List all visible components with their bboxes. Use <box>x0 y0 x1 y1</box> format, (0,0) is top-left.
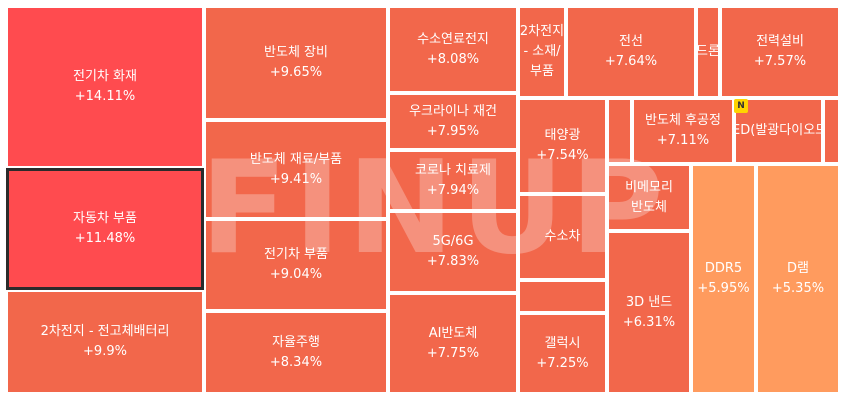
tile-dram[interactable]: D램 +5.35% <box>756 164 840 394</box>
tile-name: 전기차 화재 <box>73 69 137 84</box>
tile-change: +14.11% <box>74 89 136 104</box>
tile-galaxy[interactable]: 갤럭시 +7.25% <box>518 313 607 394</box>
tile-ev-fire[interactable]: 전기차 화재 +14.11% <box>6 6 204 168</box>
tile-autonomous-driving[interactable]: 자율주행 +8.34% <box>204 311 388 394</box>
tile-hydrogen-car[interactable]: 수소차 <box>518 194 607 280</box>
tile-name: 코로나 치료제 <box>415 162 491 178</box>
tile-covid-treatment[interactable]: 코로나 치료제 +7.94% <box>388 150 518 211</box>
tile-cable[interactable]: 전선 +7.64% <box>566 6 696 98</box>
tile-semiconductor-materials[interactable]: 반도체 재료/부품 +9.41% <box>204 120 388 219</box>
tile-name: 3D 낸드 <box>625 294 673 310</box>
tile-change: +5.35% <box>771 281 825 296</box>
tile-name: 전선 <box>619 34 643 49</box>
tile-name: 전력설비 <box>756 34 804 49</box>
tile-change: +11.48% <box>74 231 136 246</box>
tile-change: +7.25% <box>536 355 589 371</box>
tile-small-unlabeled[interactable] <box>823 98 840 164</box>
tile-change: +9.41% <box>269 171 323 187</box>
tile-small-unlabeled[interactable] <box>607 98 632 164</box>
tile-hydrogen-fuel-cell[interactable]: 수소연료전지 +8.08% <box>388 6 518 93</box>
tile-battery-materials[interactable]: 2차전지 - 소재/부품 <box>518 6 566 98</box>
tile-name: 반도체 재료/부품 <box>249 151 343 167</box>
tile-name: AI반도체 <box>428 325 478 341</box>
tile-change: +7.54% <box>536 148 589 163</box>
tile-name: DDR5 <box>704 261 743 276</box>
tile-change: +9.9% <box>83 344 127 359</box>
tile-solid-state-battery[interactable]: 2차전지 - 전고체배터리 +9.9% <box>6 290 204 394</box>
tile-change: +7.11% <box>656 133 710 148</box>
tile-change: +5.95% <box>697 281 750 296</box>
tile-name: 갤럭시 <box>544 335 581 351</box>
tile-ev-parts[interactable]: 전기차 부품 +9.04% <box>204 219 388 311</box>
tile-name: D램 <box>787 261 809 276</box>
tile-change: +7.83% <box>426 254 480 269</box>
tile-name: 비메모리 반도체 <box>625 179 673 215</box>
tile-semiconductor-equipment[interactable]: 반도체 장비 +9.65% <box>204 6 388 120</box>
tile-change: +6.31% <box>622 314 676 330</box>
tile-ukraine-reconstruction[interactable]: 우크라이나 재건 +7.95% <box>388 93 518 150</box>
tile-name: 자동차 부품 <box>73 211 137 226</box>
tile-change: +9.65% <box>269 65 323 80</box>
tile-name: 드론 <box>696 44 720 59</box>
tile-non-memory-semiconductor[interactable]: 비메모리 반도체 <box>607 164 691 231</box>
tile-drone[interactable]: 드론 <box>696 6 720 98</box>
tile-change: +8.34% <box>269 354 323 370</box>
tile-semiconductor-packaging[interactable]: 반도체 후공정 +7.11% <box>632 98 734 164</box>
tile-name: 전기차 부품 <box>264 247 328 262</box>
tile-name: 태양광 <box>544 128 581 143</box>
tile-name: 수소차 <box>544 229 581 244</box>
tile-name: 2차전지 - 전고체배터리 <box>40 324 170 339</box>
tile-power-equipment[interactable]: 전력설비 +7.57% <box>720 6 840 98</box>
tile-5g-6g[interactable]: 5G/6G +7.83% <box>388 211 518 293</box>
tile-small-unlabeled[interactable] <box>518 280 607 313</box>
tile-change: +9.04% <box>269 267 323 282</box>
tile-3d-nand[interactable]: 3D 낸드 +6.31% <box>607 231 691 394</box>
tile-ddr5[interactable]: DDR5 +5.95% <box>691 164 756 394</box>
tile-name: 수소연료전지 <box>417 31 489 47</box>
tile-name: 반도체 장비 <box>264 45 328 60</box>
tile-name: LED(발광다이오드) <box>736 123 821 138</box>
tile-auto-parts[interactable]: 자동차 부품 +11.48% <box>6 168 204 290</box>
tile-name: 우크라이나 재건 <box>409 103 497 119</box>
tile-name: 반도체 후공정 <box>645 113 721 128</box>
tile-change: +8.08% <box>426 51 480 67</box>
tile-ai-semiconductor[interactable]: AI반도체 +7.75% <box>388 293 518 394</box>
tile-change: +7.64% <box>604 54 658 69</box>
tile-change: +7.57% <box>753 54 807 69</box>
tile-name: 2차전지 - 소재/부품 <box>519 24 565 79</box>
tile-change: +7.75% <box>426 345 480 361</box>
tile-led[interactable]: LED(발광다이오드) <box>734 98 823 164</box>
tile-change: +7.95% <box>426 123 480 139</box>
tile-name: 자율주행 <box>272 334 320 350</box>
tile-change: +7.94% <box>426 182 480 198</box>
tile-solar[interactable]: 태양광 +7.54% <box>518 98 607 194</box>
new-badge: N <box>734 99 748 113</box>
tile-name: 5G/6G <box>432 234 474 249</box>
